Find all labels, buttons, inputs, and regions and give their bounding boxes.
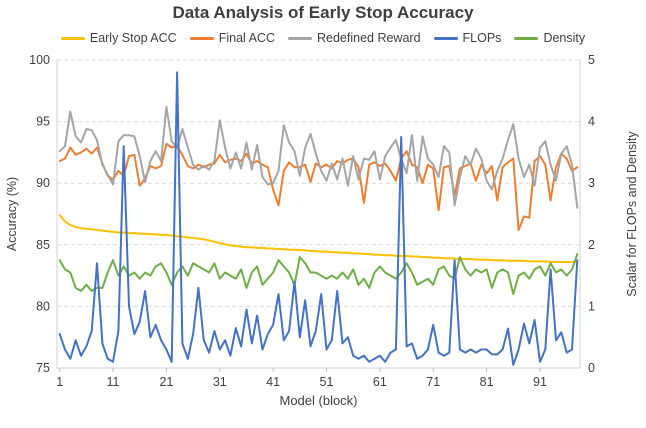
legend-label-flops: FLOPs	[462, 31, 502, 45]
right-axis-tick-label: 0	[588, 361, 595, 375]
right-axis-tick-label: 4	[588, 115, 595, 129]
legend-line-swatch-flops	[433, 36, 458, 40]
legend-line-swatch-redefined-reward	[287, 36, 312, 40]
x-axis-title: Model (block)	[279, 393, 357, 408]
right-axis-tick-label: 5	[588, 53, 595, 67]
legend-item-redefined-reward: Redefined Reward	[287, 31, 421, 45]
x-axis-tick-label: 21	[159, 375, 173, 389]
legend-line-swatch-density	[514, 36, 539, 40]
x-axis-tick-label: 71	[426, 375, 440, 389]
x-axis-tick-label: 81	[480, 375, 494, 389]
left-axis-tick-label: 95	[36, 115, 50, 129]
legend-label-early-stop-acc: Early Stop ACC	[89, 31, 177, 45]
x-axis-tick-label: 11	[107, 375, 120, 389]
left-axis-tick-label: 75	[36, 361, 50, 375]
left-axis-tick-label: 85	[36, 238, 50, 252]
x-axis-tick-label: 1	[56, 375, 63, 389]
right-axis-tick-label: 2	[588, 238, 595, 252]
chart-title: Data Analysis of Early Stop Accuracy	[172, 3, 474, 22]
legend-line-swatch-early-stop-acc	[60, 36, 85, 40]
legend-line-swatch-final-acc	[189, 36, 214, 40]
legend-item-early-stop-acc: Early Stop ACC	[60, 31, 177, 45]
legend-label-redefined-reward: Redefined Reward	[316, 31, 421, 45]
right-axis-title: Scalar for FLOPs and Density	[625, 131, 639, 297]
series-line-final-acc	[58, 142, 579, 231]
legend-item-density: Density	[514, 31, 585, 45]
left-axis-tick-label: 80	[36, 299, 50, 313]
series-line-density	[58, 253, 579, 296]
series-line-flops	[58, 71, 579, 366]
series-line-early-stop-acc	[58, 214, 579, 263]
series-line-redefined-reward	[58, 105, 579, 209]
legend-label-density: Density	[543, 31, 586, 45]
x-axis-tick-label: 31	[213, 375, 227, 389]
right-axis-tick-label: 1	[588, 299, 595, 313]
chart-legend: Early Stop ACC Final ACC Redefined Reward F…	[0, 31, 646, 45]
left-axis-tick-label: 100	[29, 53, 50, 67]
left-axis-tick-label: 90	[36, 176, 50, 190]
legend-label-final-acc: Final ACC	[218, 31, 275, 45]
x-axis-tick-label: 91	[533, 375, 547, 389]
x-axis-tick-label: 61	[373, 375, 387, 389]
x-axis-tick-label: 41	[266, 375, 280, 389]
left-axis-title: Accuracy (%)	[5, 177, 19, 251]
legend-item-flops: FLOPs	[433, 31, 502, 45]
right-axis-tick-label: 3	[588, 176, 595, 190]
x-axis-tick-label: 51	[320, 375, 334, 389]
legend-item-final-acc: Final ACC	[189, 31, 275, 45]
